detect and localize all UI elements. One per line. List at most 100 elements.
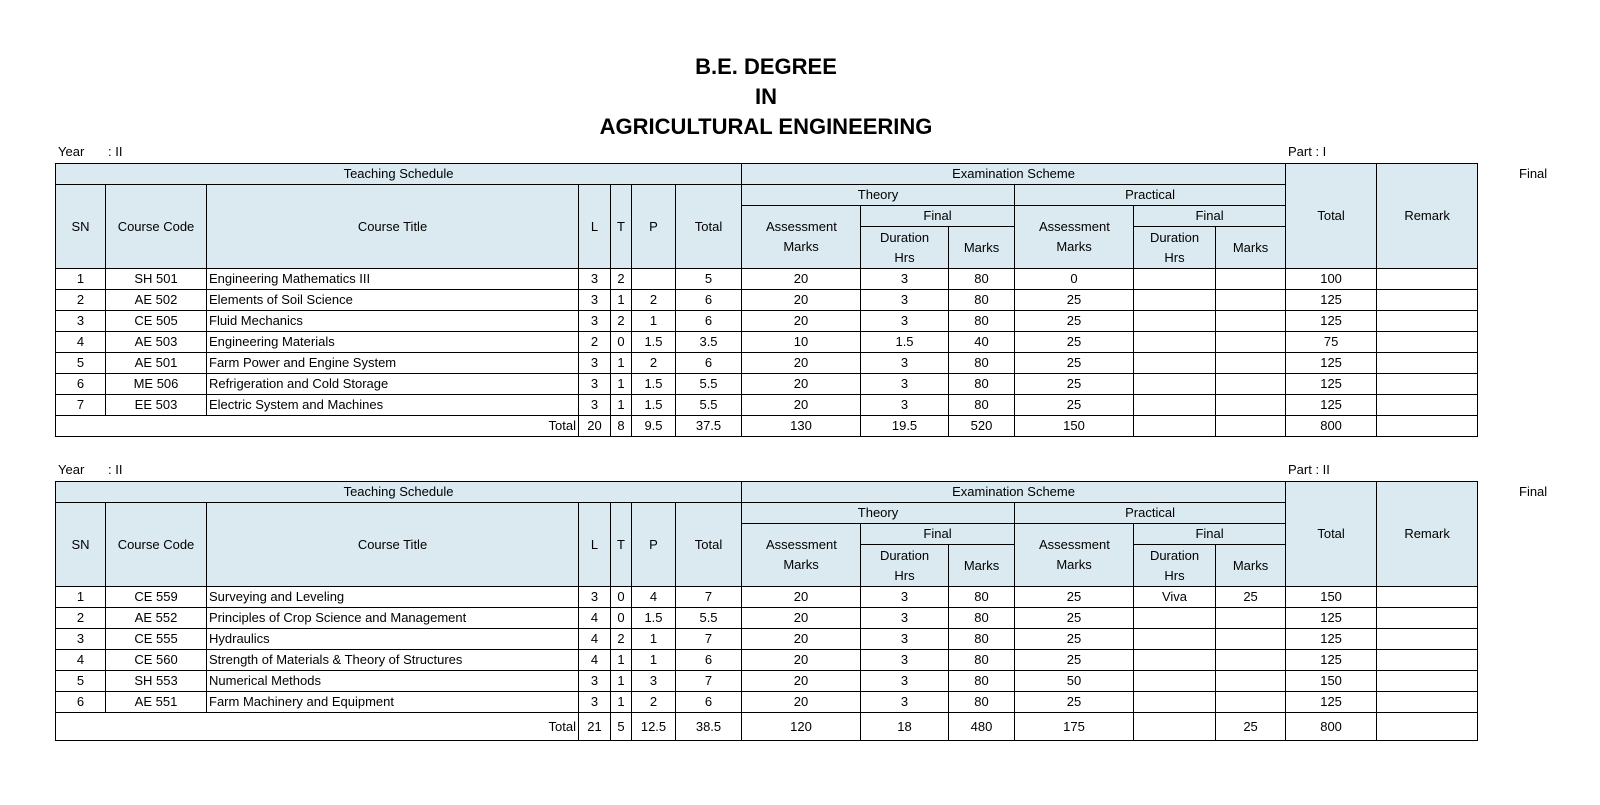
data-cell: 6	[674, 649, 743, 671]
data-cell: 3	[860, 289, 950, 311]
header-row: Assessment Marks Final Assessment Marks Fin…	[56, 205, 1478, 269]
data-cell: 20	[741, 607, 862, 629]
data-cell: 5.5	[674, 607, 743, 629]
data-cell	[1376, 268, 1479, 290]
total-cell: 480	[948, 712, 1016, 741]
data-cell: SH 501	[105, 268, 207, 290]
data-cell: 3	[631, 670, 676, 692]
header-cell: L	[578, 184, 611, 269]
data-cell	[1133, 352, 1217, 374]
header-cell: Assessment Marks	[1014, 205, 1135, 269]
header-cell: Course Code	[105, 184, 207, 269]
data-cell	[1376, 310, 1479, 332]
part-label: Part : II	[1288, 462, 1330, 477]
table-body: Teaching Schedule Examination Scheme Total…	[54, 163, 1479, 437]
data-cell: Engineering Mathematics III	[206, 268, 579, 290]
data-row: 3 CE 555 Hydraulics 4 2 1 7 20 3 80 25 125	[55, 628, 1479, 650]
data-cell	[1376, 649, 1479, 671]
data-cell	[1133, 268, 1217, 290]
data-cell: 125	[1285, 310, 1378, 332]
data-cell: 2	[55, 289, 106, 311]
header-text: Duration Hrs	[879, 229, 930, 265]
data-cell	[1215, 394, 1287, 416]
data-cell: 25	[1014, 691, 1135, 713]
data-cell	[1215, 352, 1287, 374]
data-cell: 3	[860, 373, 950, 395]
data-cell: 4	[578, 628, 611, 650]
data-cell: 3.5	[674, 331, 743, 353]
data-cell: 20	[741, 268, 862, 290]
data-cell	[1215, 607, 1287, 629]
data-cell: 125	[1285, 289, 1378, 311]
header-row: Teaching Schedule Examination Scheme Total…	[54, 481, 1479, 587]
data-cell	[1133, 670, 1217, 692]
data-cell: 2	[631, 289, 676, 311]
data-cell: 6	[674, 352, 743, 374]
total-cell: 8	[610, 415, 632, 437]
header-cell: Total	[674, 184, 743, 269]
data-cell: 2	[610, 268, 632, 290]
data-cell: 20	[741, 628, 862, 650]
header-cell: Theory	[741, 184, 1016, 206]
data-cell: 1.5	[631, 331, 676, 353]
data-cell: 1	[55, 586, 106, 608]
header-text: Assessment Marks	[1039, 219, 1110, 254]
data-cell: CE 559	[105, 586, 207, 608]
header-cell: Total	[1285, 163, 1378, 269]
data-cell	[1376, 289, 1479, 311]
header-cell: Marks	[948, 544, 1016, 587]
data-cell: 125	[1285, 649, 1378, 671]
data-cell: 0	[610, 331, 632, 353]
data-cell: 80	[948, 268, 1016, 290]
data-cell: 25	[1014, 649, 1135, 671]
data-cell: 7	[674, 586, 743, 608]
data-cell: 2	[610, 628, 632, 650]
header-cell: Duration Hrs	[860, 544, 950, 587]
data-cell: 1	[55, 268, 106, 290]
data-cell: 1	[610, 289, 632, 311]
header-cell: Final	[1133, 205, 1287, 227]
data-cell: 80	[948, 394, 1016, 416]
data-cell: 4	[578, 607, 611, 629]
header-cell: Course Code	[105, 502, 207, 587]
header-cell: P	[631, 502, 676, 587]
data-cell: 20	[741, 691, 862, 713]
total-cell: 18	[860, 712, 950, 741]
year-value: : II	[108, 462, 123, 477]
data-cell: 1.5	[631, 607, 676, 629]
data-cell: AE 552	[105, 607, 207, 629]
header-text: Assessment Marks	[766, 537, 837, 572]
data-cell: 4	[578, 649, 611, 671]
data-cell: 0	[1014, 268, 1135, 290]
data-cell: 20	[741, 352, 862, 374]
data-cell: 2	[610, 310, 632, 332]
data-cell: 5	[674, 268, 743, 290]
data-cell: Farm Machinery and Equipment	[206, 691, 579, 713]
data-cell: 80	[948, 649, 1016, 671]
total-cell: 19.5	[860, 415, 950, 437]
data-cell: 5	[55, 670, 106, 692]
data-cell: 1.5	[631, 394, 676, 416]
header-cell: Teaching Schedule	[54, 481, 743, 503]
data-cell: 80	[948, 691, 1016, 713]
data-cell: 125	[1285, 607, 1378, 629]
data-cell: 3	[578, 394, 611, 416]
data-row: 6 AE 551 Farm Machinery and Equipment 3 1 2 6 2…	[55, 691, 1479, 713]
header-cell: Duration Hrs	[1133, 226, 1217, 269]
data-cell: 0	[610, 586, 632, 608]
data-cell: Principles of Crop Science and Managemen…	[206, 607, 579, 629]
header-cell: Marks	[1215, 226, 1287, 269]
data-cell: 6	[55, 373, 106, 395]
data-cell: 10	[741, 331, 862, 353]
data-row: 7 EE 503 Electric System and Machines 3 1 1.5…	[55, 394, 1479, 416]
data-cell: 1	[610, 373, 632, 395]
data-cell: 80	[948, 670, 1016, 692]
data-cell: AE 502	[105, 289, 207, 311]
data-cell	[1215, 310, 1287, 332]
data-cell: 1	[610, 670, 632, 692]
data-cell: 25	[1014, 310, 1135, 332]
header-cell: Final	[860, 523, 1016, 545]
data-cell: 6	[674, 691, 743, 713]
data-row: 6 ME 506 Refrigeration and Cold Storage 3 1 1…	[55, 373, 1479, 395]
total-cell: 520	[948, 415, 1016, 437]
